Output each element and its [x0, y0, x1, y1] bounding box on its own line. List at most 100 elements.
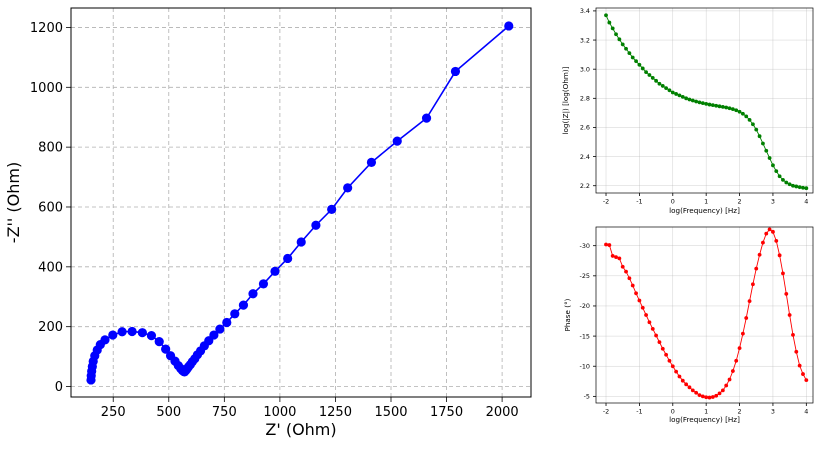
data-point	[761, 141, 765, 146]
y-axis-label: log(|Z|) [log(Ohm)]	[561, 66, 570, 134]
data-point	[737, 346, 742, 351]
data-point	[630, 283, 635, 288]
data-point	[694, 99, 699, 104]
x-tick-label: 4	[804, 407, 808, 415]
x-axis-label: Z' (Ohm)	[265, 420, 336, 439]
y-tick-label: 2.8	[580, 95, 590, 103]
x-tick-label: 1750	[430, 405, 463, 420]
data-point	[421, 113, 432, 123]
data-point	[781, 177, 785, 182]
data-point	[650, 326, 655, 331]
data-point	[504, 21, 514, 31]
series-line	[90, 25, 510, 380]
data-point	[727, 106, 732, 111]
data-point	[730, 369, 735, 373]
data-point	[724, 383, 729, 388]
x-tick-label: 1000	[263, 405, 296, 420]
data-point	[794, 184, 799, 189]
data-point	[727, 377, 732, 382]
data-point	[781, 271, 785, 276]
data-point	[751, 122, 755, 127]
data-point	[660, 84, 665, 88]
data-point	[154, 337, 164, 347]
data-point	[801, 185, 805, 190]
data-point	[215, 324, 225, 334]
x-tick-label: 4	[804, 197, 808, 205]
x-tick-label: 0	[671, 407, 675, 415]
data-point	[627, 51, 632, 56]
y-tick-label: -25	[580, 272, 590, 280]
data-point	[296, 237, 306, 247]
data-point	[751, 282, 755, 287]
x-tick-label: 750	[212, 405, 237, 420]
data-point	[657, 340, 662, 345]
data-point	[327, 204, 337, 214]
data-point	[117, 327, 127, 337]
data-point	[757, 134, 762, 139]
y-tick-label: 0	[55, 380, 63, 395]
data-point	[667, 88, 672, 93]
data-point	[714, 393, 719, 398]
data-point	[684, 382, 689, 387]
data-point	[614, 32, 618, 37]
data-point	[767, 227, 772, 232]
data-point	[366, 157, 377, 168]
y-axis-label: Phase (°)	[563, 298, 572, 331]
data-point	[674, 369, 679, 374]
data-point	[724, 105, 729, 110]
data-point	[644, 70, 648, 74]
y-axis-label: -Z'' (Ohm)	[4, 162, 23, 243]
y-tick-label: -10	[580, 362, 590, 370]
plot-frame	[595, 7, 814, 194]
data-point	[604, 13, 608, 18]
data-point	[230, 309, 240, 319]
x-axis-label: log(Frequency) [Hz]	[669, 206, 740, 215]
y-tick-label: 3.2	[580, 36, 590, 44]
y-tick-label: 1000	[30, 81, 63, 96]
data-point	[222, 317, 232, 328]
chart-1: 250 500 750 1000 1250 1500 1750 2000 0 200 400 600 8…	[4, 7, 532, 439]
data-point	[767, 156, 772, 160]
y-tick-label: 3.0	[580, 65, 590, 73]
data-point	[690, 98, 695, 103]
x-tick-label: 250	[101, 405, 126, 420]
data-point	[392, 136, 402, 146]
data-point	[804, 378, 809, 382]
data-point	[620, 42, 625, 47]
data-point	[248, 289, 258, 299]
data-point	[704, 395, 709, 400]
data-point	[774, 169, 779, 174]
y-tick-label: 2.6	[580, 124, 590, 132]
data-point	[684, 96, 689, 101]
data-point	[620, 264, 625, 269]
x-tick-label: 3	[771, 407, 775, 415]
y-tick-label: -20	[580, 302, 590, 310]
data-point	[774, 238, 779, 243]
data-point	[717, 391, 722, 396]
data-point	[714, 103, 719, 108]
data-point	[637, 62, 642, 67]
x-axis-label: log(Frequency) [Hz]	[669, 415, 740, 424]
data-point	[614, 255, 618, 260]
data-point	[654, 78, 658, 83]
y-tick-label: 3.4	[580, 7, 590, 15]
x-tick-label: 1	[704, 197, 708, 205]
x-tick-label: -1	[636, 197, 642, 205]
y-tick-label: 200	[38, 320, 63, 335]
data-point	[704, 101, 709, 106]
data-point	[664, 86, 669, 91]
data-point	[657, 81, 662, 86]
data-point	[697, 100, 702, 105]
data-point	[146, 331, 157, 341]
data-point	[610, 26, 615, 31]
data-point	[710, 395, 715, 399]
y-tick-label: -15	[580, 332, 590, 340]
x-tick-label: 0	[671, 197, 675, 205]
data-point	[627, 276, 632, 281]
data-point	[644, 313, 648, 317]
data-point	[801, 372, 805, 376]
data-point	[734, 108, 739, 113]
data-point	[343, 183, 353, 193]
y-tick-label: 600	[38, 201, 63, 216]
